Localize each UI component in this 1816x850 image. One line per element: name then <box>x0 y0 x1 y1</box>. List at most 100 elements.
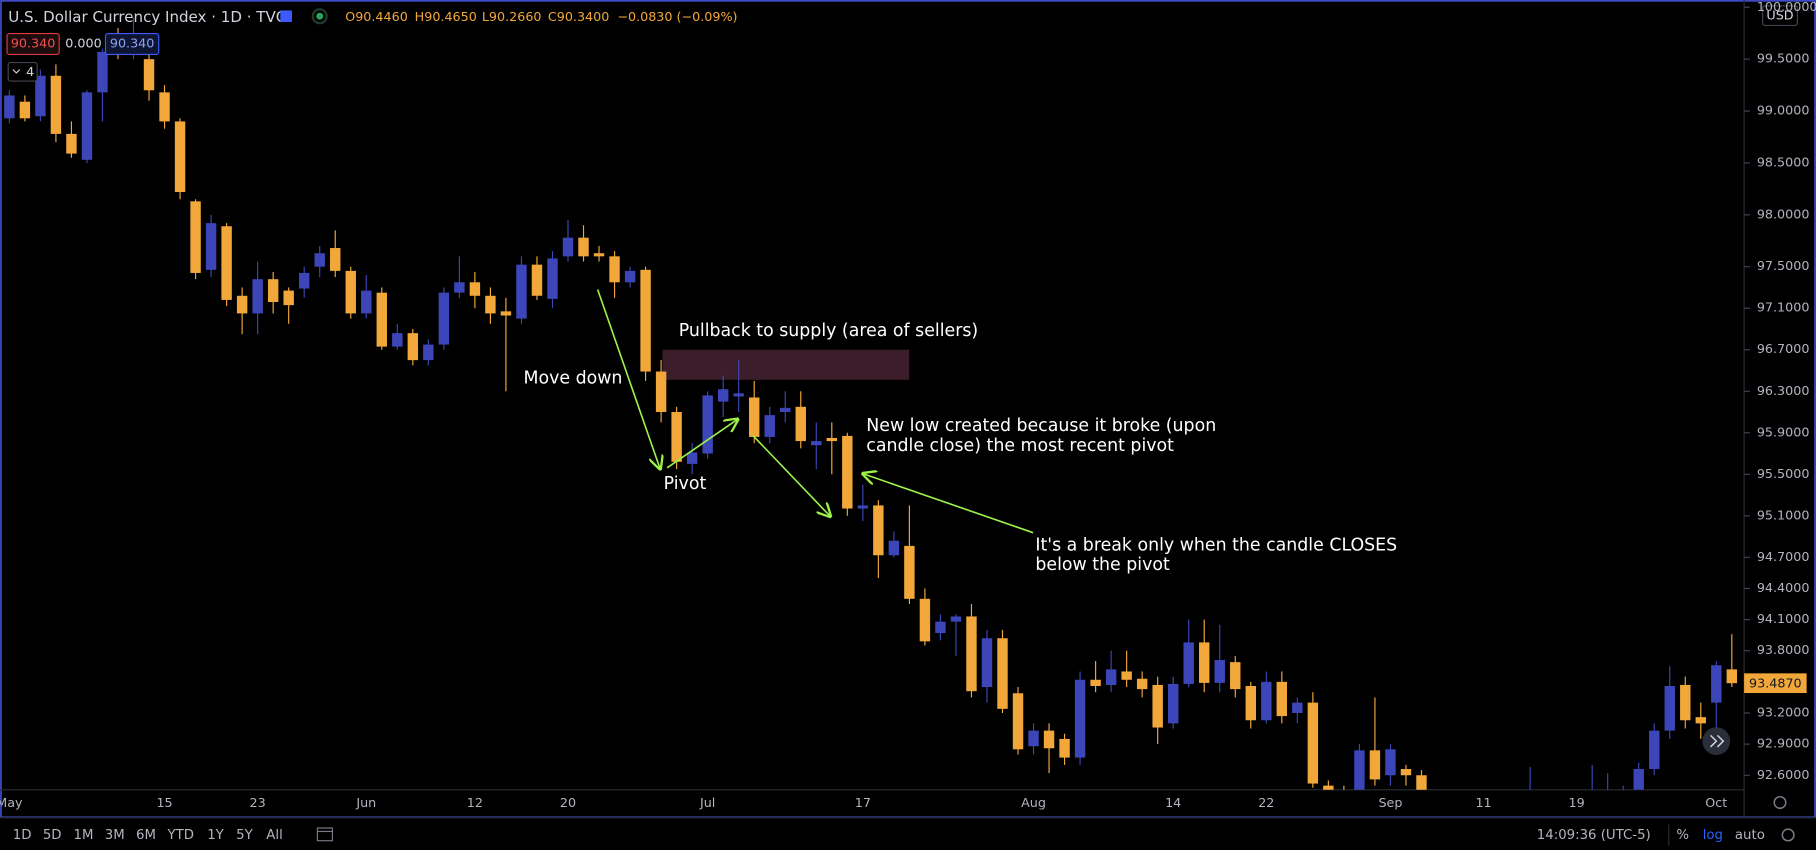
symbol-title: U.S. Dollar Currency Index · 1D · TVC <box>8 8 286 26</box>
candle-body <box>516 264 527 319</box>
candle-body <box>997 638 1008 709</box>
y-tick-label: 97.1000 <box>1757 301 1810 316</box>
x-tick-label: Jul <box>699 796 715 811</box>
candle-body <box>624 270 636 283</box>
candle-body <box>1369 750 1381 780</box>
ohlc-value: H90.4650 <box>415 10 477 25</box>
candle-body <box>904 545 915 599</box>
range-button[interactable]: 1Y <box>207 828 224 843</box>
y-tick-label: 93.8000 <box>1757 643 1810 658</box>
status-icon <box>311 8 328 25</box>
x-tick-label: 19 <box>1569 796 1585 811</box>
candle-body <box>780 407 791 413</box>
y-tick-label: 95.9000 <box>1757 425 1810 440</box>
range-button[interactable]: 3M <box>105 828 125 843</box>
candle-body <box>1400 769 1412 776</box>
range-button[interactable]: 5Y <box>236 828 253 843</box>
candle-body <box>190 201 201 273</box>
arrow <box>863 474 1034 534</box>
y-tick-label: 96.7000 <box>1757 342 1810 357</box>
x-tick-label: 11 <box>1475 796 1491 811</box>
scroll-icon <box>1709 734 1725 748</box>
x-tick-label: 12 <box>467 796 483 811</box>
candle-body <box>702 395 713 454</box>
candle-body <box>267 279 279 303</box>
range-button[interactable]: 5D <box>43 828 62 843</box>
calendar-icon[interactable] <box>316 827 334 842</box>
supply-zone <box>662 349 910 380</box>
candle-body <box>811 441 822 446</box>
candle-body <box>66 133 77 154</box>
scale-option[interactable]: auto <box>1735 828 1765 843</box>
candle-body <box>1012 693 1024 750</box>
candle-body <box>873 505 884 556</box>
candle-body <box>966 616 977 692</box>
y-tick-label: 94.7000 <box>1757 550 1810 565</box>
candle-body <box>1214 660 1225 683</box>
range-button[interactable]: 6M <box>136 828 156 843</box>
x-tick-label: 17 <box>855 796 871 811</box>
range-button[interactable]: 1D <box>13 828 32 843</box>
candle-body <box>1649 730 1660 770</box>
ohlc-value: L90.2660 <box>482 10 542 25</box>
y-tick-label: 98.0000 <box>1757 207 1810 222</box>
candle-body <box>1152 684 1163 728</box>
clock: 14:09:36 (UTC-5) <box>1537 828 1651 843</box>
candle-body <box>81 92 93 160</box>
range-button[interactable]: 1M <box>74 828 94 843</box>
candle-body <box>919 598 931 642</box>
candle-body <box>655 371 667 413</box>
candle-body <box>1354 750 1365 790</box>
y-tick-label: 96.3000 <box>1757 384 1810 399</box>
annotation: Pivot <box>664 474 707 494</box>
currency-box[interactable] <box>1762 5 1798 27</box>
candles <box>4 17 1738 790</box>
ohlc-value: C90.3400 <box>548 10 609 25</box>
range-button[interactable]: YTD <box>167 828 194 843</box>
indicator-toggle[interactable] <box>7 61 38 82</box>
y-tick-label: 100.0000 <box>1757 0 1816 15</box>
candle-body <box>578 237 589 257</box>
candle-body <box>1121 671 1132 680</box>
scale-option[interactable]: log <box>1703 828 1723 843</box>
x-tick-label: 23 <box>250 796 266 811</box>
candle-body <box>1292 702 1303 713</box>
candle-body <box>733 393 744 397</box>
candle-body <box>857 505 869 509</box>
candle-body <box>330 248 341 271</box>
candle-body <box>1059 738 1070 758</box>
x-tick-label: Oct <box>1705 796 1727 811</box>
candle-body <box>361 290 372 314</box>
ohlc-value: −0.0830 (−0.09%) <box>617 10 737 25</box>
toolbar-settings-icon[interactable] <box>1781 828 1795 842</box>
candle-body <box>1183 642 1194 684</box>
candle-body <box>4 95 15 119</box>
y-tick-label: 95.1000 <box>1757 508 1810 523</box>
candle-body <box>50 75 62 134</box>
axes: 100.0000 99.5000 99.0000 98.5000 98.0000 97.5… <box>0 0 1816 811</box>
candle-body <box>376 292 387 347</box>
flag-icon[interactable] <box>280 10 292 23</box>
x-tick-label: Aug <box>1021 796 1046 811</box>
x-tick-label: 15 <box>156 796 172 811</box>
candle-body <box>764 415 775 437</box>
candle-body <box>392 333 403 347</box>
toolbar: 1D 5D 1M 3M 6M YTD 1Y 5Y All% log auto <box>13 828 1765 843</box>
range-button[interactable]: All <box>266 828 283 843</box>
y-tick-label: 94.4000 <box>1757 581 1810 596</box>
x-tick-label: 14 <box>1165 796 1181 811</box>
y-tick-label: 97.5000 <box>1757 259 1810 274</box>
candle-body <box>888 540 900 556</box>
candle-body <box>283 290 294 306</box>
settings-icon[interactable] <box>1773 795 1787 810</box>
candle-body <box>826 437 838 442</box>
candle-body <box>717 389 729 402</box>
y-tick-label: 98.5000 <box>1757 155 1810 170</box>
scale-option[interactable]: % <box>1676 828 1689 843</box>
candle-body <box>547 258 558 299</box>
candle-body <box>143 59 155 91</box>
currency: USD <box>1766 9 1793 24</box>
x-tick-label: Jun <box>355 796 376 811</box>
